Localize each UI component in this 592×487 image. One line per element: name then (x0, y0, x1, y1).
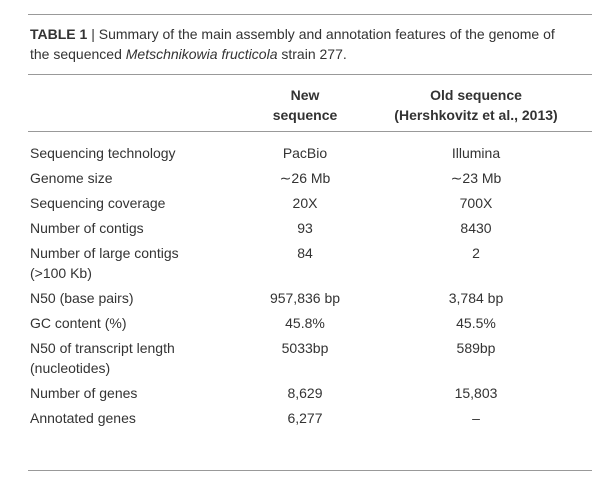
table-row: Number of genes 8,629 15,803 (30, 380, 572, 405)
cell-value: 84 (297, 244, 313, 261)
row-label: N50 of transcript length (nucleotides) (30, 339, 175, 376)
table-cell: 6,277 (230, 405, 380, 430)
row-label: GC content (%) (30, 314, 127, 331)
table-cell: 589bp (380, 335, 572, 380)
table-cell: 45.5% (380, 310, 572, 335)
table-row: GC content (%) 45.8% 45.5% (30, 310, 572, 335)
table-cell: GC content (%) (30, 310, 230, 335)
header-empty (30, 82, 230, 127)
cell-value: 700X (459, 194, 493, 211)
table-cell: 2 (380, 240, 572, 285)
table-cell: – (380, 405, 572, 430)
table-cell: Genome size (30, 165, 230, 190)
caption-tail: strain 277. (281, 46, 347, 62)
table-cell: Sequencing coverage (30, 190, 230, 215)
table-cell: Illumina (380, 140, 572, 165)
table-cell: Number of contigs (30, 215, 230, 240)
cell-value: 93 (297, 219, 313, 236)
caption-species: Metschnikowia fructicola (125, 46, 278, 62)
caption-text: | Summary of the main assembly and annot… (30, 26, 555, 62)
table-cell: 45.8% (230, 310, 380, 335)
table-cell: 5033bp (230, 335, 380, 380)
table-cell: 3,784 bp (380, 285, 572, 310)
header-rule (28, 74, 592, 75)
table-row: N50 (base pairs) 957,836 bp 3,784 bp (30, 285, 572, 310)
table-row: Annotated genes 6,277 – (30, 405, 572, 430)
cell-value: Illumina (451, 144, 501, 161)
table-cell: 93 (230, 215, 380, 240)
header-bottom-rule (28, 131, 592, 132)
table-cell: 84 (230, 240, 380, 285)
table-cell: 8430 (380, 215, 572, 240)
row-label: N50 (base pairs) (30, 289, 134, 306)
top-rule (28, 14, 592, 15)
table-cell: Number of large contigs (>100 Kb) (30, 240, 230, 285)
row-label: Number of genes (30, 384, 138, 401)
cell-value: 45.5% (456, 314, 496, 331)
header-text: New sequence (272, 86, 338, 123)
table-row: Sequencing coverage 20X 700X (30, 190, 572, 215)
cell-value: 5033bp (281, 339, 329, 356)
table-cell: Number of genes (30, 380, 230, 405)
cell-value: 589bp (456, 339, 496, 356)
bottom-rule (28, 470, 592, 471)
cell-value: 45.8% (285, 314, 325, 331)
table-cell: N50 of transcript length (nucleotides) (30, 335, 230, 380)
cell-value: ∼23 Mb (450, 169, 502, 186)
cell-value: 2 (472, 244, 480, 261)
header-citation: (Hershkovitz et al., 2013) (394, 106, 558, 123)
row-label: Annotated genes (30, 409, 136, 426)
cell-value: 8,629 (287, 384, 323, 401)
cell-value: 8430 (460, 219, 492, 236)
caption-label: TABLE 1 (30, 26, 88, 42)
row-label: Number of large contigs (>100 Kb) (30, 244, 179, 281)
cell-value: ∼26 Mb (279, 169, 331, 186)
table-cell: ∼26 Mb (230, 165, 380, 190)
cell-value: 3,784 bp (448, 289, 504, 306)
table-row: Genome size ∼26 Mb ∼23 Mb (30, 165, 572, 190)
cell-value: 15,803 (454, 384, 498, 401)
table-cell: N50 (base pairs) (30, 285, 230, 310)
table-header: New sequence Old sequence (Hershkovitz et… (30, 82, 572, 127)
cell-value: – (472, 409, 480, 426)
row-label: Sequencing coverage (30, 194, 166, 211)
cell-value: 20X (292, 194, 318, 211)
table-cell: Sequencing technology (30, 140, 230, 165)
table-row: Number of large contigs (>100 Kb) 84 2 (30, 240, 572, 285)
table-cell: 15,803 (380, 380, 572, 405)
table-cell: 700X (380, 190, 572, 215)
table-cell: ∼23 Mb (380, 165, 572, 190)
cell-value: PacBio (282, 144, 328, 161)
table-body: Sequencing technology PacBio Illumina Genom… (30, 140, 572, 430)
table-row: N50 of transcript length (nucleotides) 50… (30, 335, 572, 380)
table-cell: Annotated genes (30, 405, 230, 430)
header-row: New sequence Old sequence (Hershkovitz et… (30, 82, 572, 127)
table-row: Sequencing technology PacBio Illumina (30, 140, 572, 165)
cell-value: 6,277 (287, 409, 323, 426)
table-cell: PacBio (230, 140, 380, 165)
row-label: Number of contigs (30, 219, 144, 236)
caption: TABLE 1 | Summary of the main assembly a… (30, 24, 575, 64)
row-label: Genome size (30, 169, 113, 186)
table-row: Number of contigs 93 8430 (30, 215, 572, 240)
table-cell: 8,629 (230, 380, 380, 405)
cell-value: 957,836 bp (269, 289, 341, 306)
header-cell: Old sequence (Hershkovitz et al., 2013) (380, 82, 572, 127)
header-cell: New sequence (230, 82, 380, 127)
row-label: Sequencing technology (30, 144, 176, 161)
table-cell: 20X (230, 190, 380, 215)
table-cell: 957,836 bp (230, 285, 380, 310)
header-text: Old sequence (430, 86, 522, 103)
